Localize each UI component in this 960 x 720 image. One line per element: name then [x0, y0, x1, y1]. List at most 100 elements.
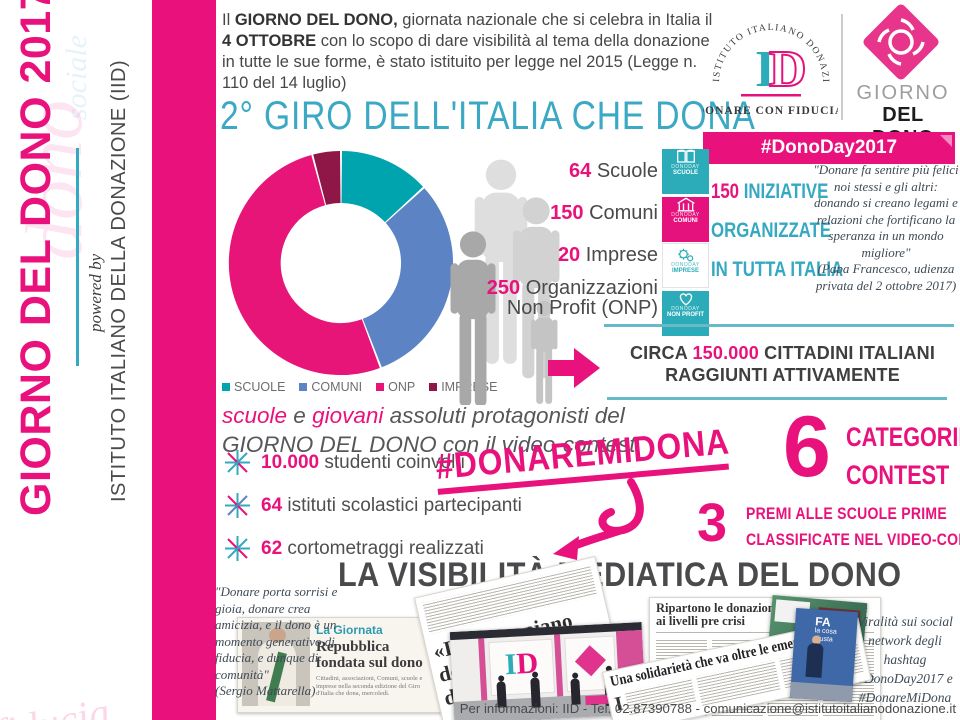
stat-imprese: 20 Imprese: [428, 244, 658, 267]
legend-item: SCUOLE: [222, 380, 285, 394]
reach-number: 150.000: [692, 343, 759, 363]
gears-icon: [677, 248, 693, 262]
tile-imprese: DONODAY IMPRESE: [662, 243, 709, 288]
mattarella-quote: "Donare porta sorrisi e gioia, donare cr…: [215, 584, 341, 700]
stat-label: Organizzazioni: [520, 277, 658, 299]
bullet-studenti: 10.000 studenti coinvolti: [224, 449, 465, 476]
legend-label: SCUOLE: [234, 380, 286, 394]
legend-label: COMUNI: [311, 380, 363, 394]
reach-pre: CIRCA: [629, 343, 693, 363]
reach-line2: RAGGIUNTI ATTIVAMENTE: [665, 365, 900, 385]
tile-label: SCUOLE: [672, 170, 698, 176]
reach-post: CITTADINI ITALIANI: [758, 343, 936, 363]
legend-label: ONP: [388, 380, 416, 394]
tile-comuni: DONODAY COMUNI: [662, 197, 709, 242]
iniziative-block: 150 INIZIATIVE ORGANIZZATE IN TUTTA ITAL…: [711, 180, 876, 297]
stat-value: 250: [486, 277, 521, 299]
tile-label: NON PROFIT: [667, 312, 704, 318]
tile-scuole: DONODAY SCUOLE: [662, 149, 709, 194]
intro-text: Il: [222, 11, 235, 29]
right-arrow-icon: [574, 348, 600, 388]
bullet-number: 64: [261, 494, 283, 516]
asterisk-icon: [225, 493, 250, 518]
iniziative-line2: ORGANIZZATE: [711, 219, 832, 242]
bullet-number: 10.000: [261, 451, 320, 473]
iid-letter-i: I: [755, 41, 775, 98]
quote-text: "Donare porta sorrisi e gioia, donare cr…: [215, 584, 338, 682]
tile-brand: DONODAY: [671, 262, 700, 268]
protagonists-text-part: con il video-contest: [436, 432, 636, 457]
press-headline: Repubblica fondata sul dono: [316, 639, 423, 671]
donut-segment-onp: [228, 155, 380, 376]
stage-pink-strip: [478, 638, 488, 701]
legend-swatch-imprese: [429, 383, 438, 391]
separator-line: [607, 397, 947, 400]
legend-swatch-comuni: [299, 383, 308, 391]
stat-value: 20: [557, 244, 581, 266]
stat-label2: Non Profit (ONP): [506, 297, 658, 319]
tile-brand: DONODAY: [671, 306, 700, 312]
legend-item: COMUNI: [299, 380, 362, 394]
tile-brand: DONODAY: [671, 212, 700, 218]
legend-item: ONP: [376, 380, 415, 394]
bullet-number: 62: [261, 537, 283, 559]
intro-bold-date: 4 OTTOBRE: [222, 32, 317, 50]
sidebar-divider-line: [76, 148, 79, 366]
premi-line1: PREMI ALLE SCUOLE PRIME: [746, 505, 947, 523]
stat-value: 150: [550, 202, 584, 224]
right-arrow-icon: [548, 360, 575, 376]
tv-person: [805, 642, 824, 678]
giorno-del-dono-logo: GIORNO DEL DONO: [850, 2, 956, 149]
stat-label: Comuni: [583, 202, 658, 224]
gdd-wordmark-giorno: GIORNO: [856, 82, 950, 104]
reach-statement: CIRCA 150.000 CITTADINI ITALIANI RAGGIUN…: [615, 342, 950, 386]
iid-underline: [741, 94, 801, 97]
tile-label: IMPRESE: [671, 268, 699, 274]
contest-number-6: 6: [783, 399, 831, 495]
bullet-cortometraggi: 62 cortometraggi realizzati: [224, 535, 484, 562]
powered-by-label: powered by: [86, 253, 105, 332]
iid-logo: ISTITUTO ITALIANO DONAZIONE I D DONARE C…: [696, 0, 843, 130]
separator-line: [604, 324, 954, 327]
tile-nonprofit: DONODAY NON PROFIT: [662, 291, 709, 336]
contest-number-3: 3: [697, 493, 728, 553]
stat-label: Imprese: [580, 244, 658, 266]
intro-text: con lo scopo di dare visibilità al tema …: [222, 32, 710, 92]
stat-value: 64: [569, 160, 592, 182]
legend-swatch-onp: [376, 383, 385, 391]
townhall-icon: [676, 197, 695, 212]
heart-icon: [679, 293, 692, 306]
stat-scuole: 64 Scuole: [428, 160, 658, 183]
protagonists-text: scuole e giovani assoluti protagonisti d…: [222, 401, 635, 459]
donoday-tile-strip: DONODAY SCUOLE DONODAY COMUNI DONODAY IM…: [662, 146, 709, 337]
protagonists-text-part: e: [287, 403, 313, 428]
iniziative-num: 150: [711, 180, 740, 203]
intro-paragraph: Il GIORNO DEL DONO, giornata nazionale c…: [222, 10, 719, 94]
iniziative-word: INIZIATIVE: [739, 180, 829, 203]
donut-chart: [228, 151, 454, 376]
stage-pink-strip: [554, 634, 564, 697]
legend-swatch-scuole: [222, 383, 230, 391]
donoday-ribbon: #DonoDay2017: [703, 132, 955, 164]
bullet-label: istituti scolastici partecipanti: [282, 494, 522, 516]
gdd-knot-icon: [877, 18, 925, 66]
tile-brand: DONODAY: [671, 164, 700, 170]
quote-attribution: (Sergio Mattarella): [215, 683, 316, 698]
press-clipping-repubblica: La Giornata Repubblica fondata sul dono …: [237, 617, 443, 713]
footer-contact: Per informazioni: IID - Tel. 02.87390788…: [459, 701, 956, 716]
iid-letter-d: D: [769, 41, 807, 98]
stat-onp: 250 Organizzazioni Non Profit (ONP): [428, 278, 658, 318]
quote-attribution: (Papa Francesco, udienza privata del 2 o…: [815, 261, 957, 293]
intro-bold-giorno: GIORNO DEL DONO,: [234, 11, 398, 29]
quote-text: "Donare fa sentire più felici noi stessi…: [813, 162, 959, 260]
tv-screenshot-fa-la-cosa-giusta: FA la cosa giusta: [789, 607, 859, 703]
stat-label: Scuole: [591, 160, 658, 182]
bullet-istituti: 64 istituti scolastici partecipanti: [224, 492, 522, 519]
intro-text: giornata nazionale che si celebra in Ita…: [397, 11, 713, 29]
donut-segment-imprese: [313, 151, 341, 205]
contest-contest-label: CONTEST: [846, 460, 950, 490]
stat-comuni: 150 Comuni: [428, 202, 658, 225]
page-title: 2° GIRO DELL'ITALIA CHE DONA: [220, 94, 756, 138]
asterisk-icon: [225, 450, 250, 475]
